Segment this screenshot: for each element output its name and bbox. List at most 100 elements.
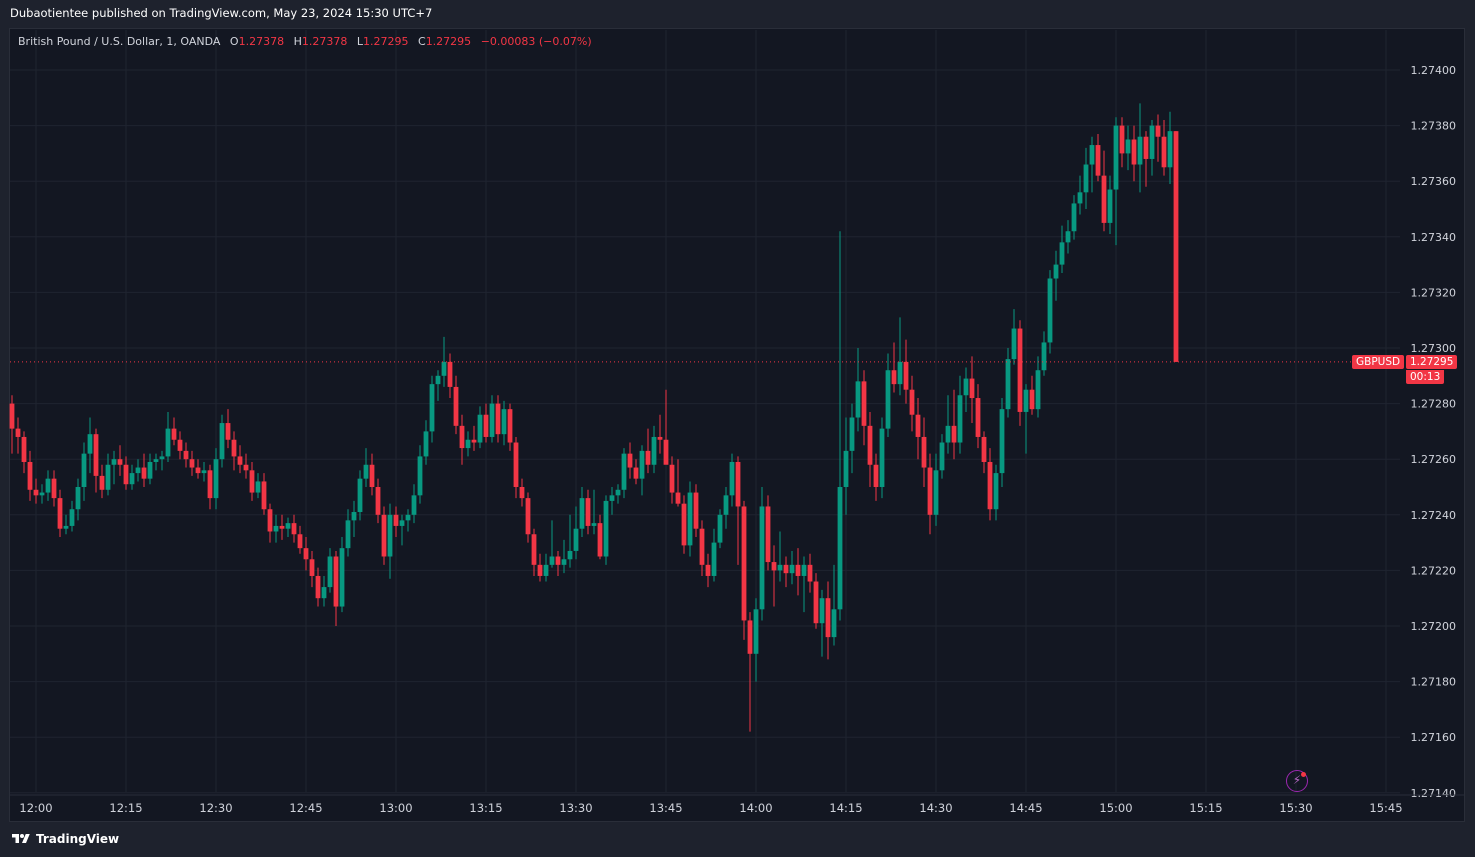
candle-body — [45, 478, 51, 493]
candle-body — [969, 378, 975, 399]
candle-body — [585, 498, 591, 526]
candle-body — [1101, 175, 1107, 223]
candle-body — [255, 481, 261, 493]
candle-body — [801, 564, 807, 576]
candle-body — [807, 564, 813, 582]
candle-body — [213, 459, 219, 499]
x-tick-label: 13:00 — [379, 801, 412, 815]
candle-body — [633, 467, 639, 479]
x-tick-label: 12:15 — [109, 801, 142, 815]
candle-body — [759, 506, 765, 610]
low-value: 1.27295 — [363, 35, 409, 48]
candle-body — [735, 461, 741, 507]
candle-body — [813, 581, 819, 624]
candle-body — [147, 461, 153, 479]
candle-body — [777, 564, 783, 571]
y-tick-label: 1.27400 — [1411, 64, 1457, 77]
candle-body — [717, 514, 723, 543]
candle-body — [1161, 136, 1167, 168]
candle-body — [165, 428, 171, 457]
candle-body — [933, 470, 939, 515]
candle-body — [843, 450, 849, 487]
candle-body — [327, 556, 333, 588]
candle-body — [1083, 164, 1089, 193]
candle-body — [1047, 278, 1053, 343]
candle-body — [123, 464, 129, 485]
lightning-icon[interactable]: ⚡ — [1286, 770, 1308, 792]
candle-body — [231, 439, 237, 457]
candle-body — [831, 609, 837, 638]
candle-body — [447, 361, 453, 387]
chart-panel[interactable] — [9, 28, 1465, 822]
candle-body — [669, 464, 675, 493]
candle-body — [705, 564, 711, 576]
candle-body — [1095, 145, 1101, 176]
candle-body — [501, 409, 507, 435]
candle-body — [1143, 136, 1149, 159]
candle-body — [219, 423, 225, 460]
candle-body — [999, 409, 1005, 474]
candle-body — [369, 464, 375, 487]
candle-body — [183, 450, 189, 460]
candle-body — [471, 439, 477, 443]
y-tick-label: 1.27260 — [1411, 453, 1457, 466]
candle-body — [987, 461, 993, 510]
candle-body — [333, 556, 339, 607]
candle-body — [531, 534, 537, 565]
candle-body — [87, 434, 93, 454]
x-tick-label: 15:15 — [1189, 801, 1222, 815]
candle-body — [309, 559, 315, 576]
candle-body — [747, 620, 753, 654]
candle-body — [1011, 328, 1017, 360]
candle-body — [21, 436, 27, 462]
candle-body — [543, 564, 549, 576]
candle-body — [381, 514, 387, 557]
candle-body — [375, 487, 381, 515]
candle-body — [315, 575, 321, 599]
candle-body — [81, 453, 87, 487]
candle-body — [1023, 389, 1029, 412]
y-tick-label: 1.27180 — [1411, 676, 1457, 689]
x-tick-label: 13:30 — [559, 801, 592, 815]
candle-body — [285, 523, 291, 529]
candle-body — [993, 473, 999, 510]
candle-body — [525, 498, 531, 535]
candle-body — [279, 525, 285, 529]
candle-body — [825, 598, 831, 638]
candle-body — [819, 598, 825, 624]
open-value: 1.27378 — [238, 35, 285, 48]
candle-body — [411, 495, 417, 515]
x-tick-label: 12:30 — [199, 801, 232, 815]
candle-body — [207, 470, 213, 499]
symbol-price-tag: GBPUSD — [1352, 355, 1405, 369]
candle-body — [561, 559, 567, 565]
candle-body — [1107, 189, 1113, 223]
candle-body — [393, 514, 399, 526]
y-tick-label: 1.27240 — [1411, 509, 1457, 522]
candle-body — [513, 442, 519, 487]
candle-body — [51, 478, 57, 499]
y-tick-label: 1.27200 — [1411, 620, 1457, 633]
candle-body — [945, 425, 951, 443]
last-price-tag: 1.27295 — [1406, 355, 1458, 369]
tradingview-footer: TradingView — [10, 830, 119, 848]
candle-body — [603, 500, 609, 557]
candle-body — [201, 470, 207, 474]
candle-body — [867, 425, 873, 465]
candle-body — [657, 436, 663, 440]
x-tick-label: 12:45 — [289, 801, 322, 815]
candle-body — [297, 534, 303, 549]
candle-body — [909, 389, 915, 415]
candle-body — [537, 564, 543, 576]
candle-body — [981, 436, 987, 462]
candle-body — [441, 361, 447, 376]
candle-body — [15, 428, 21, 437]
x-tick-label: 15:45 — [1369, 801, 1402, 815]
candle-body — [675, 492, 681, 504]
candle-body — [915, 414, 921, 437]
candle-body — [39, 492, 45, 496]
candle-body — [303, 548, 309, 560]
symbol-description[interactable]: British Pound / U.S. Dollar, 1, OANDA — [18, 35, 221, 48]
bar-countdown-tag: 00:13 — [1406, 370, 1445, 384]
